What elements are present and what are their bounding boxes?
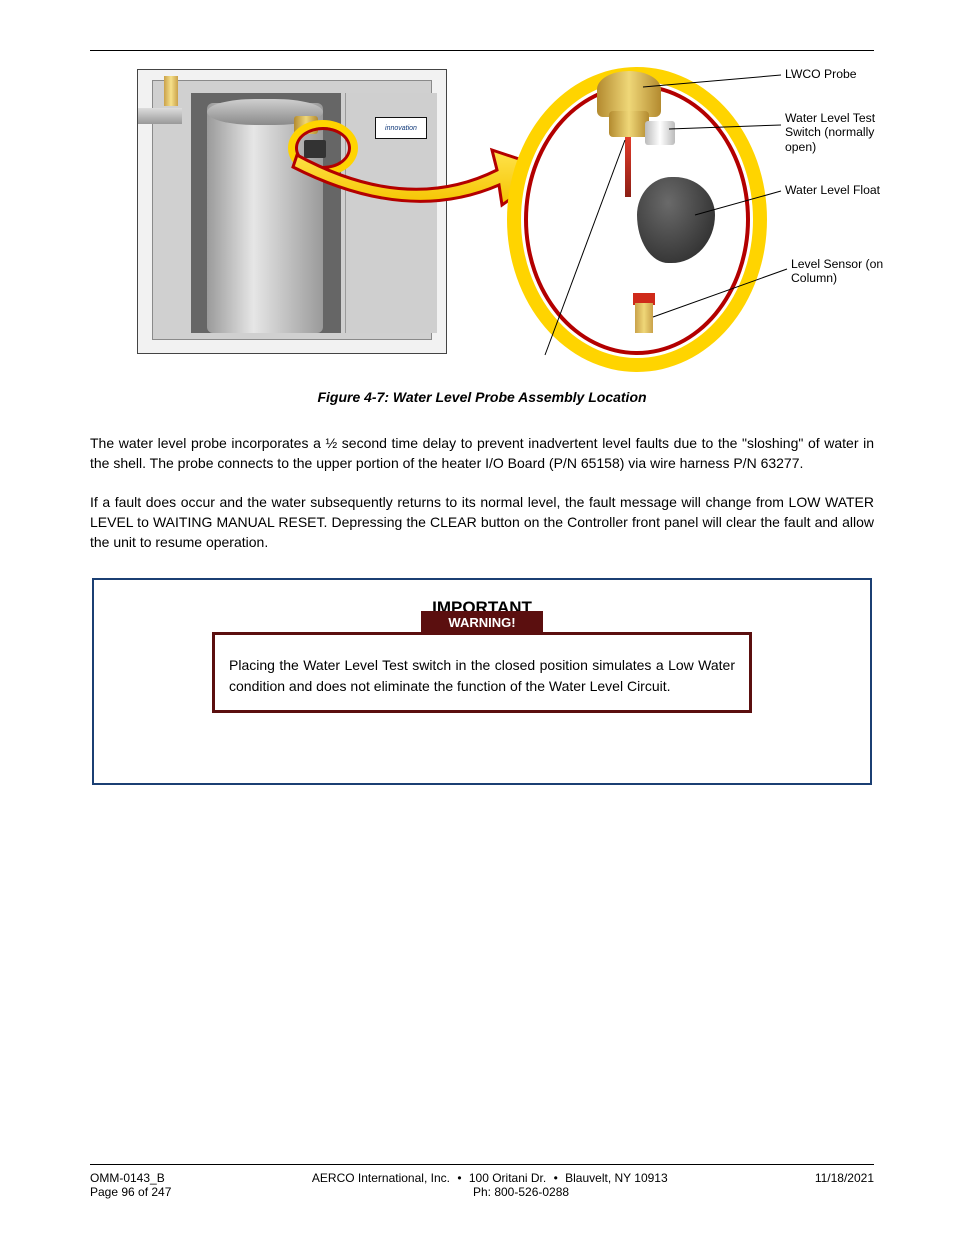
pipe xyxy=(138,108,182,124)
warning-box: WARNING! Placing the Water Level Test sw… xyxy=(212,632,752,713)
important-extra xyxy=(116,727,848,759)
warning-body: Placing the Water Level Test switch in t… xyxy=(229,655,735,696)
badge-text: innovation xyxy=(385,125,417,132)
rule-bottom xyxy=(90,1164,874,1165)
paragraph-2: If a fault does occur and the water subs… xyxy=(90,492,874,553)
brand-badge: innovation xyxy=(375,117,427,139)
probe-tip xyxy=(645,121,675,145)
dot-icon: • xyxy=(453,1171,465,1185)
label-switch: Water Level Test Switch (normally open) xyxy=(785,111,905,154)
sensor xyxy=(635,303,653,333)
brass-lower xyxy=(609,111,649,137)
small-ellipse xyxy=(288,120,358,176)
footer-left: OMM-0143_B xyxy=(90,1171,165,1185)
footer-mid-c: Blauvelt, NY 10913 xyxy=(565,1171,668,1185)
figure-caption: Figure 4-7: Water Level Probe Assembly L… xyxy=(90,389,874,405)
warning-label: WARNING! xyxy=(421,611,543,635)
stem xyxy=(625,137,631,197)
footer-row-1: OMM-0143_B AERCO International, Inc. • 1… xyxy=(90,1171,874,1185)
footer-below-a: Page 96 of 247 xyxy=(90,1185,171,1199)
label-float: Water Level Float xyxy=(785,183,895,197)
footer-row-2: Page 96 of 247 Ph: 800-526-0288 xyxy=(90,1185,874,1199)
rule-top xyxy=(90,50,874,51)
footer: OMM-0143_B AERCO International, Inc. • 1… xyxy=(90,1164,874,1199)
unit-render: innovation xyxy=(137,69,447,354)
dot-icon: • xyxy=(550,1171,562,1185)
footer-below-spacer xyxy=(871,1185,874,1199)
label-sensor: Level Sensor (on Column) xyxy=(791,257,901,286)
footer-mid: AERCO International, Inc. • 100 Oritani … xyxy=(165,1171,815,1185)
page: innovation xyxy=(0,0,954,1235)
footer-mid-a: AERCO International, Inc. xyxy=(312,1171,450,1185)
footer-below-b: Ph: 800-526-0288 xyxy=(171,1185,870,1199)
footer-right: 11/18/2021 xyxy=(815,1171,874,1185)
cabinet: innovation xyxy=(152,80,432,340)
footer-mid-b: 100 Oritani Dr. xyxy=(469,1171,546,1185)
valve xyxy=(164,76,178,106)
figure: innovation xyxy=(97,65,867,385)
paragraph-1: The water level probe incorporates a ½ s… xyxy=(90,433,874,474)
important-box: IMPORTANT WARNING! Placing the Water Lev… xyxy=(92,578,872,785)
label-lwco: LWCO Probe xyxy=(785,67,895,81)
